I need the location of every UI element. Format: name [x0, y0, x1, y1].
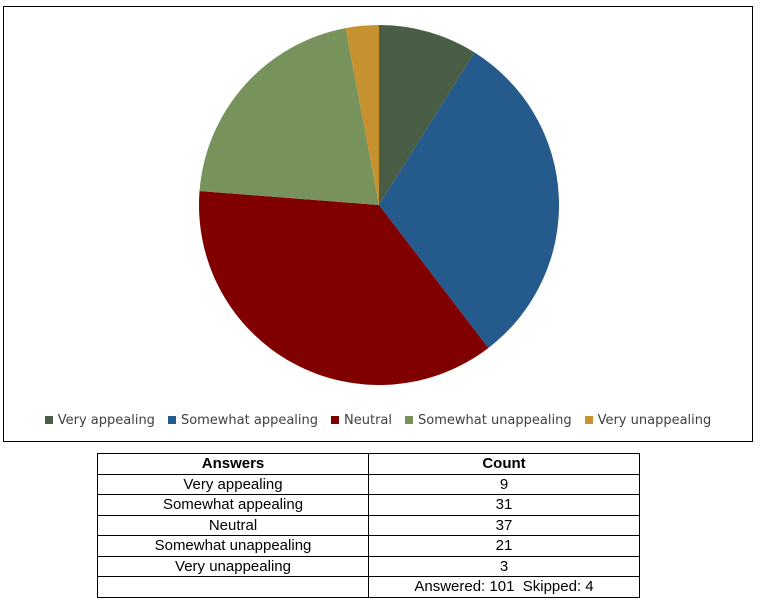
legend-item: Neutral	[331, 413, 392, 428]
count-cell: 31	[368, 494, 640, 516]
chart-legend: Very appealing Somewhat appealing Neutral S…	[4, 410, 752, 430]
legend-swatch	[44, 416, 53, 424]
answer-cell: Very appealing	[97, 473, 369, 495]
pie-slice-neutral	[198, 191, 489, 386]
legend-swatch	[405, 416, 414, 424]
count-cell: 3	[368, 555, 640, 577]
answer-cell: Neutral	[97, 514, 369, 536]
count-cell: 37	[368, 514, 640, 536]
answer-cell: Somewhat unappealing	[97, 535, 369, 557]
answers-table: Answers Count Very appealing 9 Somewhat …	[97, 453, 640, 598]
table-footer-row: Answered: 101 Skipped: 4	[97, 576, 640, 598]
answered-skipped-cell: Answered: 101 Skipped: 4	[368, 576, 640, 598]
legend-label: Very unappealing	[597, 412, 712, 428]
legend-swatch	[584, 416, 593, 424]
table-row: Neutral 37	[97, 514, 640, 536]
pie-slice-somewhat-appealing	[379, 52, 560, 348]
pie-slice-very-appealing	[379, 24, 475, 205]
legend-item: Somewhat appealing	[167, 412, 319, 428]
table-row: Very appealing 9	[97, 473, 640, 495]
pie-slice-somewhat-unappealing	[199, 28, 379, 205]
answer-cell: Very unappealing	[97, 555, 369, 577]
legend-label: Neutral	[344, 412, 393, 428]
legend-swatch	[331, 416, 340, 424]
legend-item: Very appealing	[44, 412, 155, 428]
pie-plot	[198, 24, 560, 386]
count-cell: 21	[368, 535, 640, 557]
legend-label: Very appealing	[57, 412, 155, 428]
table-row: Somewhat unappealing 21	[97, 535, 640, 557]
legend-item: Very unappealing	[584, 412, 712, 428]
pie-chart: Very appealing Somewhat appealing Neutral S…	[3, 6, 753, 442]
legend-label: Somewhat appealing	[180, 412, 319, 428]
legend-item: Somewhat unappealing	[405, 413, 572, 428]
footer-empty-cell	[97, 576, 369, 598]
answers-header: Answers	[97, 453, 369, 475]
pie-slice-very-unappealing	[345, 25, 379, 205]
count-cell: 9	[368, 473, 640, 495]
legend-label: Somewhat unappealing	[418, 412, 572, 428]
table-header-row: Answers Count	[97, 453, 640, 475]
table-row: Very unappealing 3	[97, 555, 640, 577]
legend-swatch	[167, 416, 176, 424]
table-row: Somewhat appealing 31	[97, 494, 640, 516]
count-header: Count	[368, 453, 640, 475]
answer-cell: Somewhat appealing	[97, 494, 369, 516]
